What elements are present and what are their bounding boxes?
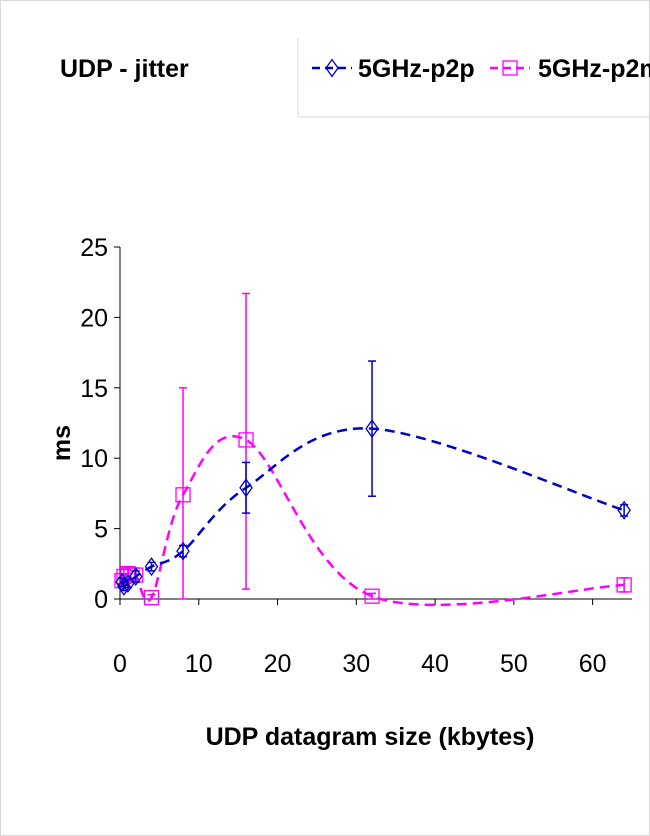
y-tick-label: 0 (94, 586, 108, 614)
data-point-p2mp (175, 487, 191, 503)
legend-label-p2p: 5GHz-p2p (358, 55, 475, 83)
data-point-p2p (128, 566, 143, 586)
data-point-p2mp (143, 589, 160, 606)
series-p2p (115, 360, 631, 596)
axes: 0 5 10 15 20 25 0 10 20 30 40 50 60 (80, 234, 632, 678)
series-line-p2p (120, 427, 625, 588)
data-point-p2p (144, 557, 159, 577)
data-point-p2p (365, 419, 379, 439)
data-point-p2p (239, 478, 253, 498)
y-tick-label: 25 (80, 234, 108, 262)
data-point-p2mp (238, 432, 254, 448)
x-tick-label: 20 (264, 650, 292, 678)
x-axis-label: UDP datagram size (kbytes) (206, 723, 535, 751)
legend: 5GHz-p2p 5GHz-p2mp (297, 38, 650, 118)
x-tick-label: 0 (113, 650, 127, 678)
data-point-p2p (617, 500, 631, 520)
data-point-p2p (176, 541, 190, 561)
x-tick-label: 50 (500, 650, 528, 678)
y-tick-label: 15 (80, 375, 108, 403)
y-axis-label: ms (48, 425, 76, 461)
data-point-p2mp (364, 588, 380, 604)
x-tick-label: 40 (421, 650, 449, 678)
x-tick-label: 30 (342, 650, 370, 678)
series-p2mp (114, 292, 632, 607)
data-point-p2p (121, 573, 135, 594)
x-tick-label: 10 (185, 650, 213, 678)
y-tick-label: 10 (80, 445, 108, 473)
legend-marker-p2mp (502, 60, 518, 76)
legend-marker-p2p (325, 58, 339, 78)
x-tick-label: 60 (579, 650, 607, 678)
series-line-p2mp (120, 435, 625, 607)
data-point-p2p (117, 576, 131, 596)
data-point-p2mp (616, 577, 632, 593)
legend-label-p2mp: 5GHz-p2mp (538, 55, 650, 83)
plot-area (114, 292, 632, 607)
data-point-p2p (115, 572, 129, 592)
y-tick-label: 5 (94, 516, 108, 544)
chart-title: UDP - jitter (60, 55, 189, 83)
y-tick-label: 20 (80, 304, 108, 332)
